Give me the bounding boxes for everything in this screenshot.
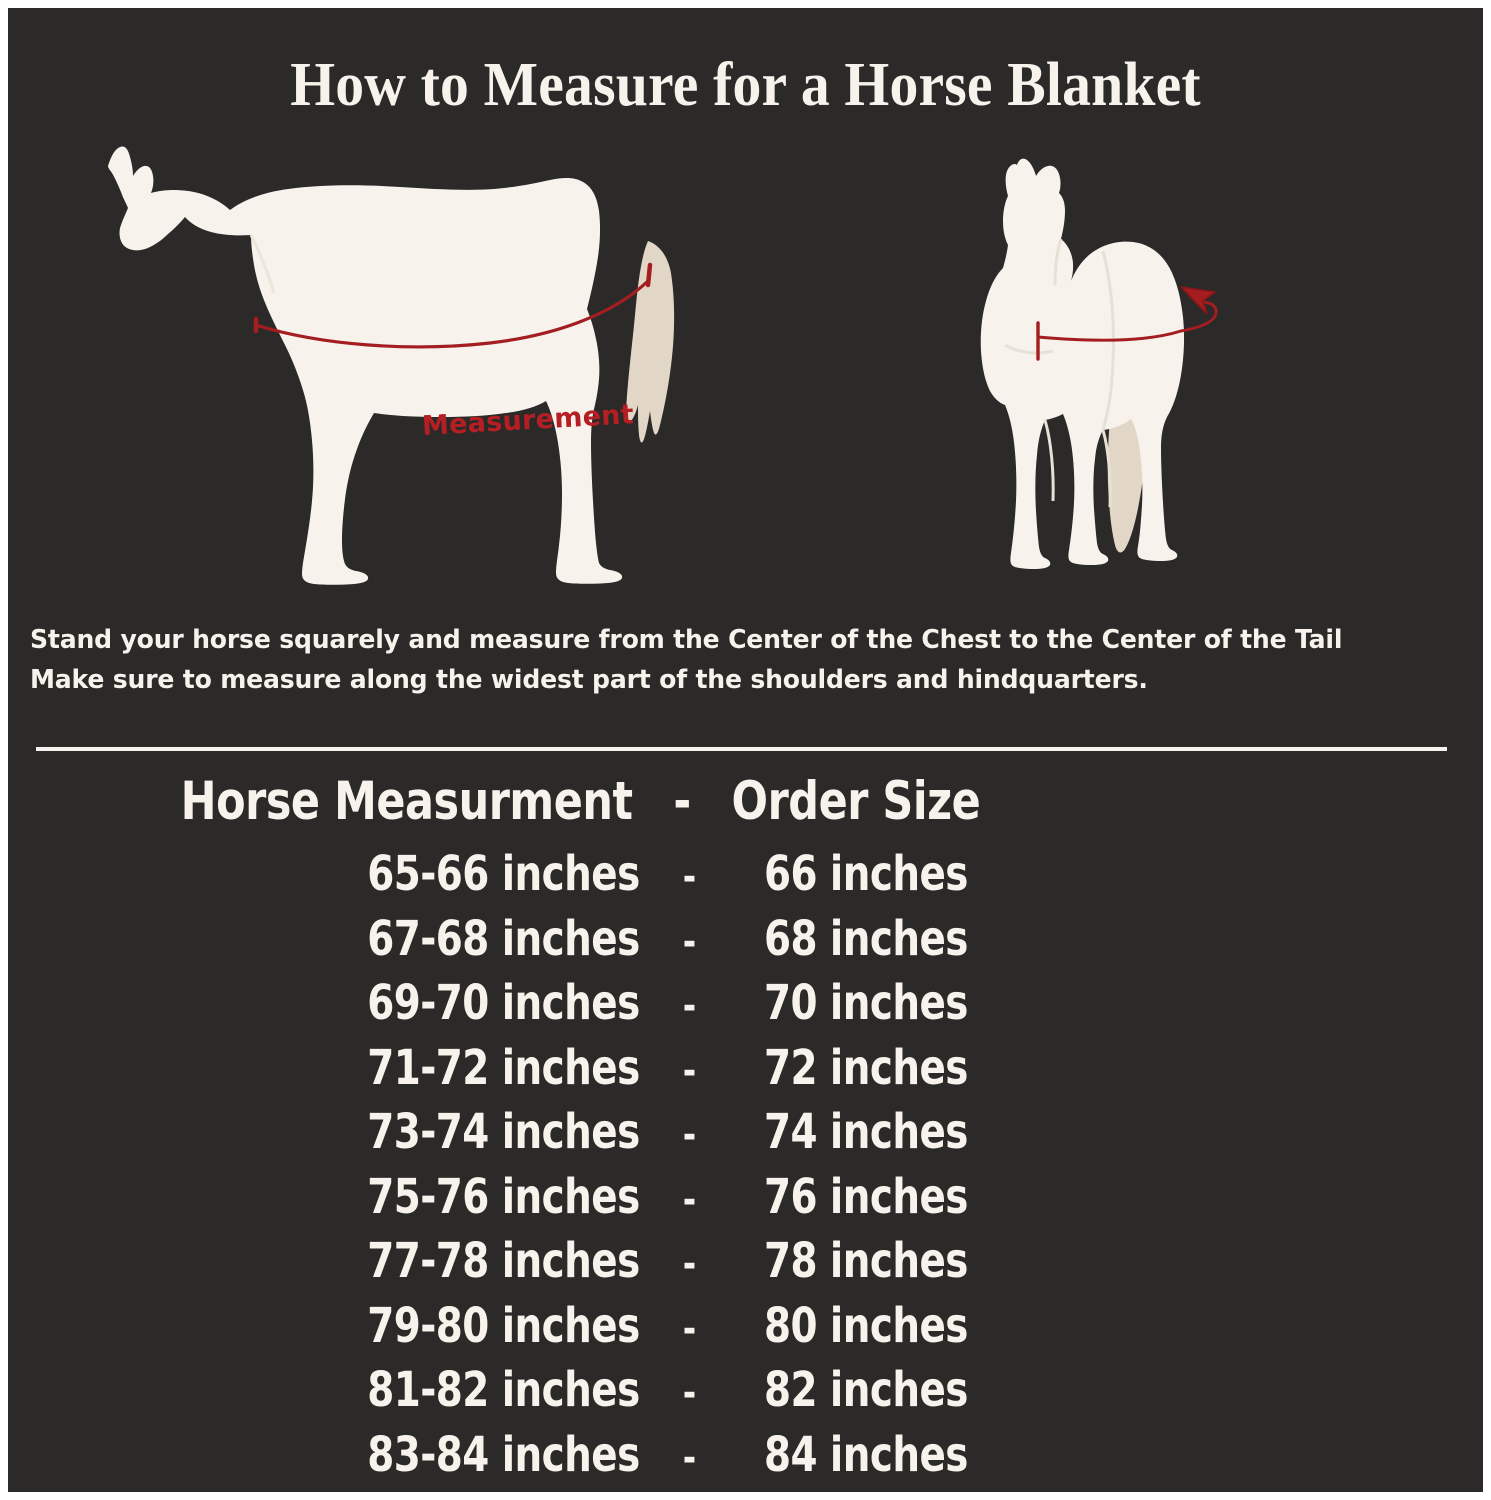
cell-order-size: 72 inches [763, 1039, 968, 1096]
rear-measurement-line [1036, 329, 1183, 342]
instruction-line-1: Stand your horse squarely and measure fr… [30, 625, 1343, 655]
cell-measurement: 81-82 inches [367, 1362, 640, 1418]
cell-order-size: 84 inches [763, 1426, 968, 1483]
cell-measurement: 71-72 inches [367, 1039, 640, 1096]
cell-measurement: 67-68 inches [367, 910, 640, 967]
horse-rear-shading-5 [1101, 429, 1112, 508]
cell-order-size: 76 inches [763, 1168, 968, 1225]
cell-measurement: 65-66 inches [367, 846, 640, 902]
cell-separator: - [682, 1176, 696, 1223]
cell-measurement: 83-84 inches [367, 1426, 640, 1483]
section-divider [36, 747, 1447, 751]
cell-order-size: 70 inches [763, 975, 968, 1031]
cell-separator: - [682, 918, 696, 965]
table-row: 81-82 inches - 82 inches [82, 1360, 1410, 1425]
horse-shading-line [249, 234, 276, 294]
cell-separator: - [682, 1047, 696, 1094]
table-row: 79-80 inches - 80 inches [82, 1296, 1410, 1361]
horse-side-view: Measurement [70, 133, 710, 588]
size-table: Horse Measurment - Order Size 65-66 inch… [8, 770, 1483, 1489]
cell-order-size: 68 inches [763, 910, 968, 967]
measurement-line [254, 279, 650, 349]
cell-order-size: 78 inches [763, 1233, 968, 1289]
cell-separator: - [682, 1241, 696, 1287]
cell-separator: - [682, 854, 696, 900]
rear-measurement-arrowhead [1180, 286, 1216, 315]
cell-separator: - [682, 1370, 696, 1416]
table-row: 67-68 inches - 68 inches [82, 909, 1410, 974]
table-row: 73-74 inches - 74 inches [82, 1102, 1410, 1167]
horse-rear-shading-1 [1053, 238, 1063, 286]
cell-measurement: 79-80 inches [367, 1297, 640, 1354]
cell-separator: - [682, 1305, 696, 1352]
horse-rear-shading-4 [1043, 419, 1055, 502]
horse-rear-view [953, 141, 1263, 586]
instructions-block: Stand your horse squarely and measure fr… [30, 620, 1446, 700]
cell-separator: - [682, 1434, 696, 1481]
header-order-size: Order Size [731, 771, 981, 832]
cell-measurement: 75-76 inches [367, 1168, 640, 1225]
horse-body-shape [108, 146, 623, 585]
rear-measurement-curve [1179, 301, 1218, 333]
measurement-end-tick [645, 262, 653, 288]
instruction-line-2: Make sure to measure along the widest pa… [30, 665, 1148, 695]
table-row: 71-72 inches - 72 inches [82, 1038, 1410, 1103]
infographic-canvas: How to Measure for a Horse Blanket Measu… [8, 8, 1483, 1492]
horse-rear-body-shape [980, 158, 1185, 569]
table-row: 77-78 inches - 78 inches [82, 1231, 1410, 1296]
cell-separator: - [682, 983, 696, 1029]
header-separator: - [673, 771, 691, 832]
header-measurement: Horse Measurment [180, 771, 633, 832]
table-row: 83-84 inches - 84 inches [82, 1425, 1410, 1490]
table-row: 75-76 inches - 76 inches [82, 1167, 1410, 1232]
cell-measurement: 77-78 inches [367, 1233, 640, 1289]
cell-measurement: 73-74 inches [367, 1104, 640, 1160]
table-row: 69-70 inches - 70 inches [82, 973, 1410, 1038]
illustration-area: Measurement [8, 133, 1483, 603]
horse-rear-shading-2 [1101, 250, 1116, 431]
cell-order-size: 66 inches [763, 846, 968, 902]
cell-order-size: 80 inches [763, 1297, 968, 1354]
cell-order-size: 74 inches [763, 1104, 968, 1160]
table-row: 65-66 inches - 66 inches [82, 844, 1410, 909]
size-table-header-row: Horse Measurment - Order Size [82, 770, 1410, 834]
horse-rear-shading-3 [1004, 343, 1054, 355]
cell-measurement: 69-70 inches [367, 975, 640, 1031]
cell-separator: - [682, 1112, 696, 1158]
page-title: How to Measure for a Horse Blanket [290, 51, 1201, 119]
cell-order-size: 82 inches [763, 1362, 968, 1418]
